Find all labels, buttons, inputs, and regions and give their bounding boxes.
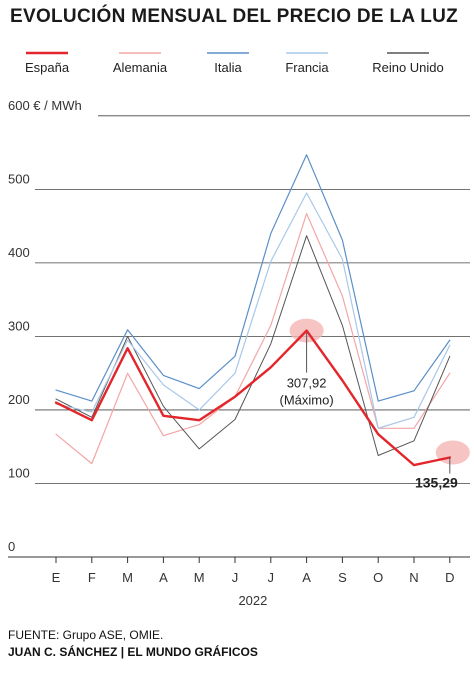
x-tick-label: N xyxy=(409,570,418,585)
chart-title: EVOLUCIÓN MENSUAL DEL PRECIO DE LA LUZ xyxy=(10,6,459,27)
legend-entry: Alemania xyxy=(113,60,168,75)
series-line xyxy=(55,235,451,456)
x-axis-label: 2022 xyxy=(238,593,267,608)
y-tick-label: 100 xyxy=(8,465,30,480)
annotation-value: 307,92 xyxy=(287,376,327,391)
series-line xyxy=(55,192,451,429)
x-tick-label: S xyxy=(338,570,347,585)
credit-outlet: EL MUNDO GRÁFICOS xyxy=(127,645,258,659)
source-note: FUENTE: Grupo ASE, OMIE. xyxy=(8,628,164,642)
x-tick-label: J xyxy=(232,570,239,585)
series-lines xyxy=(54,154,451,467)
y-tick-label: 600 € / MWh xyxy=(8,98,82,113)
legend-entry: Italia xyxy=(214,60,242,75)
series-line xyxy=(55,154,451,402)
gridlines xyxy=(8,115,470,558)
y-axis-labels: 0 100 200 300 400 500 600 € / MWh xyxy=(8,98,82,554)
credit-author: JUAN C. SÁNCHEZ xyxy=(8,645,118,659)
x-tick-label: E xyxy=(52,570,61,585)
highlight-markers xyxy=(289,318,470,465)
legend-entry: Reino Unido xyxy=(372,60,444,75)
x-tick-label: F xyxy=(88,570,96,585)
x-axis: E F M A M J J A S O N D 2022 xyxy=(52,557,454,608)
x-tick-label: A xyxy=(302,570,311,585)
credit-separator: | xyxy=(120,645,125,659)
highlight-marker xyxy=(435,440,470,465)
x-tick-label: M xyxy=(122,570,133,585)
x-tick-label: J xyxy=(268,570,275,585)
legend: España Alemania Italia Francia Reino Unido xyxy=(25,51,444,75)
y-tick-label: 300 xyxy=(8,318,30,333)
x-tick-label: O xyxy=(373,570,383,585)
series-line xyxy=(54,329,451,467)
annotations: 307,92 (Máximo) 135,29 xyxy=(280,332,458,491)
annotation-value: 135,29 xyxy=(415,475,458,491)
y-tick-label: 200 xyxy=(8,392,30,407)
footer: FUENTE: Grupo ASE, OMIE. JUAN C. SÁNCHEZ… xyxy=(8,627,258,661)
legend-entry: Francia xyxy=(285,60,329,75)
series-line xyxy=(55,213,451,465)
annotation-note: (Máximo) xyxy=(280,393,334,408)
y-tick-label: 0 xyxy=(8,539,15,554)
legend-entry: España xyxy=(25,60,70,75)
credit-line: JUAN C. SÁNCHEZ | EL MUNDO GRÁFICOS xyxy=(8,644,258,661)
x-tick-label: D xyxy=(445,570,454,585)
y-tick-label: 400 xyxy=(8,245,30,260)
y-tick-label: 500 xyxy=(8,171,30,186)
x-tick-label: A xyxy=(159,570,168,585)
x-tick-label: M xyxy=(194,570,205,585)
